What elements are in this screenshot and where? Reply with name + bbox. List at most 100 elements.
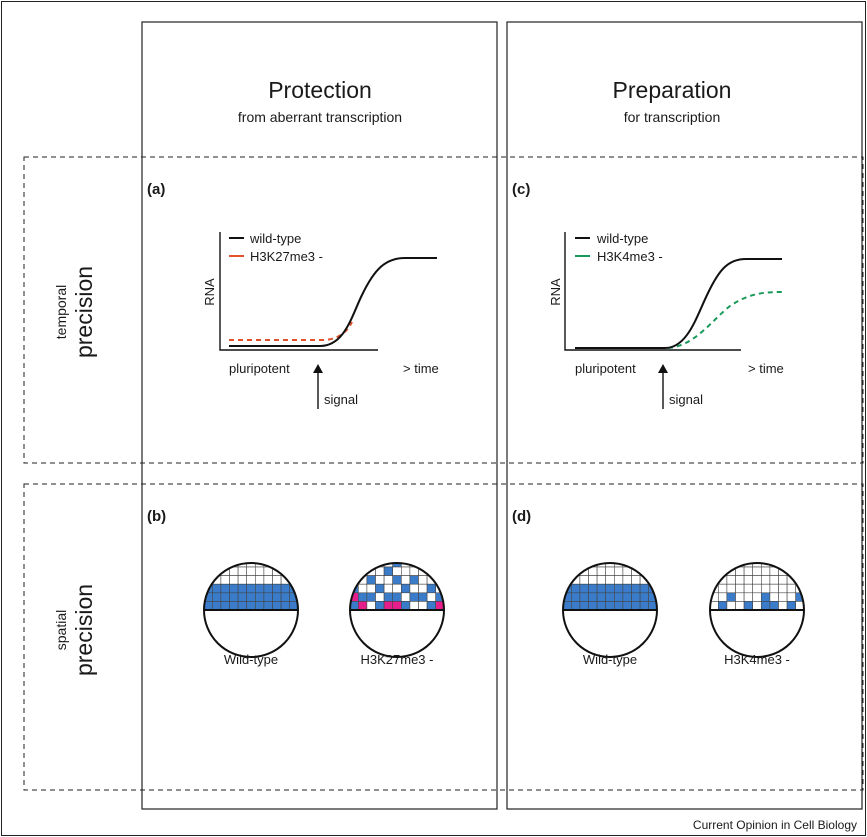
grid-cell <box>220 575 230 585</box>
marked-cell <box>588 601 598 611</box>
grid-cell <box>710 550 719 559</box>
grid-cell <box>366 563 376 568</box>
grid-cell <box>426 563 437 568</box>
grid-cell <box>787 550 796 559</box>
grid-cell <box>752 601 762 611</box>
grid-cell <box>290 550 299 559</box>
grid-cell <box>649 550 658 559</box>
marked-cell <box>426 601 437 611</box>
grid-cell <box>435 566 444 576</box>
grid-cell <box>384 550 393 559</box>
marked-cell <box>613 592 624 602</box>
row-box-temporal <box>23 156 864 464</box>
embryo-diagrams <box>203 550 805 658</box>
marked-cell <box>400 583 411 594</box>
grid-cell <box>648 575 657 585</box>
x-axis-left-label: pluripotent <box>575 361 636 376</box>
marked-cell <box>743 601 753 611</box>
grid-cell <box>631 563 641 568</box>
marked-cell <box>786 601 796 611</box>
grid-cell <box>357 583 368 594</box>
grid-cell <box>376 550 385 559</box>
marked-cell <box>588 583 598 594</box>
grid-cell <box>639 563 649 568</box>
grid-cell <box>786 563 796 568</box>
signal-arrow-head <box>313 364 323 373</box>
grid-cell <box>350 563 359 568</box>
marked-cell <box>255 601 265 611</box>
marked-cell <box>366 575 376 585</box>
grid-cell <box>357 563 368 568</box>
grid-cell <box>375 592 385 602</box>
marked-cell <box>570 592 581 602</box>
marked-cell <box>726 592 736 602</box>
grid-cell <box>375 575 385 585</box>
marked-cell <box>392 575 402 585</box>
grid-cell <box>786 592 796 602</box>
embryo-label: H3K4me3 - <box>724 652 790 667</box>
marked-cell <box>272 601 282 611</box>
grid-cell <box>221 550 230 559</box>
marked-cell <box>605 592 615 602</box>
grid-cell <box>393 550 402 559</box>
grid-cell <box>752 575 762 585</box>
marked-cell <box>570 583 581 594</box>
legend-label: H3K27me3 - <box>250 249 323 264</box>
marked-cell <box>212 592 222 602</box>
grid-cell <box>605 575 615 585</box>
grid-cell <box>622 575 632 585</box>
wild-type-curve <box>229 257 437 347</box>
marked-cell <box>588 592 598 602</box>
grid-cell <box>383 575 394 585</box>
grid-cell <box>212 550 221 559</box>
embryo-outline <box>349 562 445 658</box>
grid-cell <box>769 592 779 602</box>
grid-cell <box>289 566 298 576</box>
grid-cell <box>212 563 222 568</box>
grid-cell <box>597 550 606 559</box>
marked-cell <box>579 583 589 594</box>
plot-axes <box>219 232 378 351</box>
grid-cell <box>563 575 572 585</box>
grid-cell <box>648 566 657 576</box>
marked-cell <box>237 601 248 611</box>
grid-cell <box>204 550 213 559</box>
marked-cell <box>392 592 402 602</box>
grid-cell <box>272 563 282 568</box>
marked-cell <box>622 592 632 602</box>
marked-cell <box>246 601 256 611</box>
marked-cell <box>639 601 649 611</box>
grid-cell <box>752 592 762 602</box>
grid-cell <box>648 563 657 568</box>
embryo-b-h3k27me3 <box>349 550 445 658</box>
grid-cell <box>623 550 632 559</box>
grid-cell <box>778 563 788 568</box>
grid-cell <box>640 550 649 559</box>
legend-label: wild-type <box>249 231 301 246</box>
marked-cell <box>272 592 282 602</box>
grid-cell <box>753 550 762 559</box>
grid-cell <box>436 550 445 559</box>
grid-cell <box>796 550 805 559</box>
grid-cell <box>778 601 788 611</box>
marked-cell <box>229 601 239 611</box>
grid-cell <box>735 592 745 602</box>
grid-cell <box>400 592 411 602</box>
plot-axes <box>564 232 741 351</box>
marked-cell <box>717 601 728 611</box>
y-axis-label: RNA <box>548 278 563 306</box>
marked-cell <box>357 601 368 611</box>
grid-cell <box>589 550 598 559</box>
grid-cell <box>571 550 580 559</box>
cell-grid <box>204 550 299 611</box>
grid-cell <box>795 575 804 585</box>
marked-cell <box>769 601 779 611</box>
grid-cell <box>631 575 641 585</box>
grid-cell <box>717 583 728 594</box>
grid-cell <box>761 550 770 559</box>
grid-cell <box>778 583 788 594</box>
marked-cell <box>255 592 265 602</box>
grid-cell <box>263 575 273 585</box>
grid-cell <box>419 550 428 559</box>
grid-cell <box>710 566 719 576</box>
